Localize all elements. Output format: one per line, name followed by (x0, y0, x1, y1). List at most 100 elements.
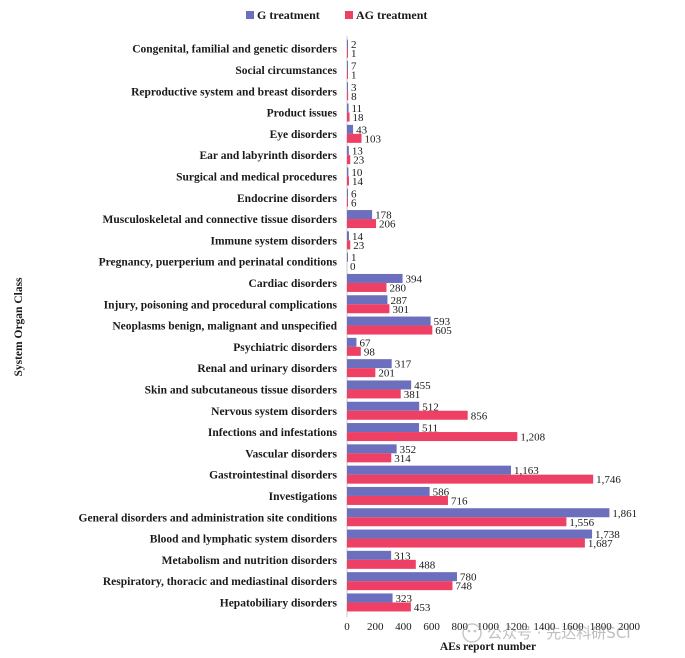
ag-bar-endocrine-disorders (347, 197, 348, 207)
g-bar-blood-and-lymphatic-system-disorders (347, 529, 593, 539)
ag-value-label: 1,687 (588, 538, 613, 550)
ag-value-label: 381 (404, 389, 421, 401)
g-value-label: 313 (394, 550, 411, 562)
g-bar-neoplasms-benign-malignant-and-unspecified (347, 316, 431, 326)
g-value-label: 11 (352, 103, 363, 115)
category-label-surgical-and-medical-procedures: Surgical and medical procedures (176, 171, 337, 183)
ag-bar-reproductive-system-and-breast-disorders (347, 91, 349, 101)
g-value-label: 1,861 (612, 508, 637, 520)
axes: 0 200 400 600 800 1000 1200 1400 1600 1800 2000 (344, 36, 641, 633)
g-value-label: 13 (352, 146, 364, 158)
ag-bar-gastrointestinal-disorders (347, 474, 594, 484)
ag-value-label: 314 (394, 453, 411, 465)
category-label-investigations: Investigations (269, 491, 338, 503)
ag-bar-immune-system-disorders (347, 240, 351, 250)
g-value-label: 178 (375, 210, 392, 222)
g-bar-investigations (347, 486, 430, 496)
g-value-label: 512 (422, 401, 439, 413)
category-label-renal-and-urinary-disorders: Renal and urinary disorders (197, 363, 337, 375)
ag-value-label: 1 (351, 48, 357, 60)
category-label-gastrointestinal-disorders: Gastrointestinal disorders (209, 470, 337, 482)
g-value-label: 317 (395, 359, 412, 371)
g-bar-respiratory-thoracic-and-mediastinal-disorders (347, 572, 457, 582)
g-bar-gastrointestinal-disorders (347, 465, 511, 475)
g-bar-musculoskeletal-and-connective-tissue-disorders (347, 210, 373, 220)
g-bar-skin-and-subcutaneous-tissue-disorders (347, 380, 412, 390)
ag-value-label: 1,208 (520, 432, 545, 444)
g-bar-infections-and-infestations (347, 423, 420, 433)
bars (347, 39, 610, 612)
category-label-general-disorders-and-administration-site-conditions: General disorders and administration sit… (79, 512, 338, 524)
ag-bar-social-circumstances (347, 69, 348, 79)
ag-value-label: 1,746 (596, 474, 621, 486)
ag-value-label: 605 (435, 325, 452, 337)
g-bar-general-disorders-and-administration-site-conditions (347, 508, 610, 518)
category-label-skin-and-subcutaneous-tissue-disorders: Skin and subcutaneous tissue disorders (145, 384, 338, 396)
ag-bar-renal-and-urinary-disorders (347, 368, 376, 378)
g-value-label: 394 (406, 273, 423, 285)
g-bar-pregnancy-puerperium-and-perinatal-conditions (347, 252, 348, 262)
ag-value-label: 6 (351, 197, 357, 209)
category-labels: Congenital, familial and genetic disorde… (79, 44, 338, 610)
ag-value-label: 14 (352, 176, 364, 188)
g-bar-psychiatric-disorders (347, 337, 357, 347)
ag-value-label: 1,556 (569, 517, 594, 529)
ag-bar-vascular-disorders (347, 453, 392, 463)
g-value-label: 352 (400, 444, 417, 456)
g-value-label: 1,163 (514, 465, 539, 477)
category-label-musculoskeletal-and-connective-tissue-disorders: Musculoskeletal and connective tissue di… (103, 214, 338, 226)
g-value-label: 287 (390, 295, 407, 307)
category-label-immune-system-disorders: Immune system disorders (211, 235, 338, 247)
x-tick-label: 400 (395, 621, 412, 633)
x-tick-label: 2000 (618, 621, 641, 633)
x-tick-label: 1600 (562, 621, 585, 633)
x-axis-title: AEs report number (440, 641, 536, 653)
ag-bar-psychiatric-disorders (347, 346, 361, 356)
category-label-nervous-system-disorders: Nervous system disorders (211, 406, 337, 418)
category-label-hepatobiliary-disorders: Hepatobiliary disorders (220, 597, 338, 609)
ag-value-label: 23 (353, 155, 365, 167)
g-value-label: 1,738 (595, 529, 620, 541)
ag-value-label: 716 (451, 495, 468, 507)
category-label-blood-and-lymphatic-system-disorders: Blood and lymphatic system disorders (150, 534, 338, 546)
ag-bar-nervous-system-disorders (347, 410, 468, 420)
legend-label-g-treatment: G treatment (257, 8, 320, 22)
g-value-label: 14 (352, 231, 364, 243)
ag-value-label: 206 (379, 219, 396, 231)
g-value-label: 67 (359, 337, 371, 349)
g-bar-eye-disorders (347, 124, 354, 134)
ag-bar-injury-poisoning-and-procedural-complications (347, 304, 390, 314)
ag-bar-product-issues (347, 112, 350, 122)
g-value-label: 6 (351, 188, 357, 200)
ag-bar-infections-and-infestations (347, 432, 518, 442)
ag-bar-general-disorders-and-administration-site-conditions (347, 517, 567, 527)
ag-value-label: 488 (419, 559, 436, 571)
g-bar-renal-and-urinary-disorders (347, 359, 392, 369)
g-value-label: 2 (351, 39, 357, 51)
category-label-ear-and-labyrinth-disorders: Ear and labyrinth disorders (200, 150, 338, 162)
ag-value-label: 748 (455, 581, 472, 593)
x-tick-label: 200 (367, 621, 384, 633)
ag-bar-neoplasms-benign-malignant-and-unspecified (347, 325, 433, 335)
g-bar-reproductive-system-and-breast-disorders (347, 82, 348, 92)
x-tick-label: 1800 (590, 621, 613, 633)
ag-value-label: 8 (351, 91, 357, 103)
ag-bar-eye-disorders (347, 133, 362, 143)
ag-value-label: 280 (389, 282, 406, 294)
g-bar-hepatobiliary-disorders (347, 593, 393, 603)
ag-bar-hepatobiliary-disorders (347, 602, 411, 612)
g-bar-social-circumstances (347, 60, 348, 70)
g-bar-surgical-and-medical-procedures (347, 167, 349, 177)
category-label-product-issues: Product issues (267, 108, 338, 120)
ag-value-label: 301 (392, 304, 409, 316)
category-label-metabolism-and-nutrition-disorders: Metabolism and nutrition disorders (162, 555, 338, 567)
ag-value-label: 856 (471, 410, 488, 422)
g-value-label: 7 (351, 60, 357, 72)
g-bar-immune-system-disorders (347, 231, 349, 241)
g-value-label: 10 (351, 167, 363, 179)
g-bar-cardiac-disorders (347, 273, 403, 283)
value-labels: 2171381118431031323101466178206142310394… (350, 39, 637, 614)
g-value-label: 3 (351, 82, 357, 94)
category-label-endocrine-disorders: Endocrine disorders (237, 193, 338, 205)
